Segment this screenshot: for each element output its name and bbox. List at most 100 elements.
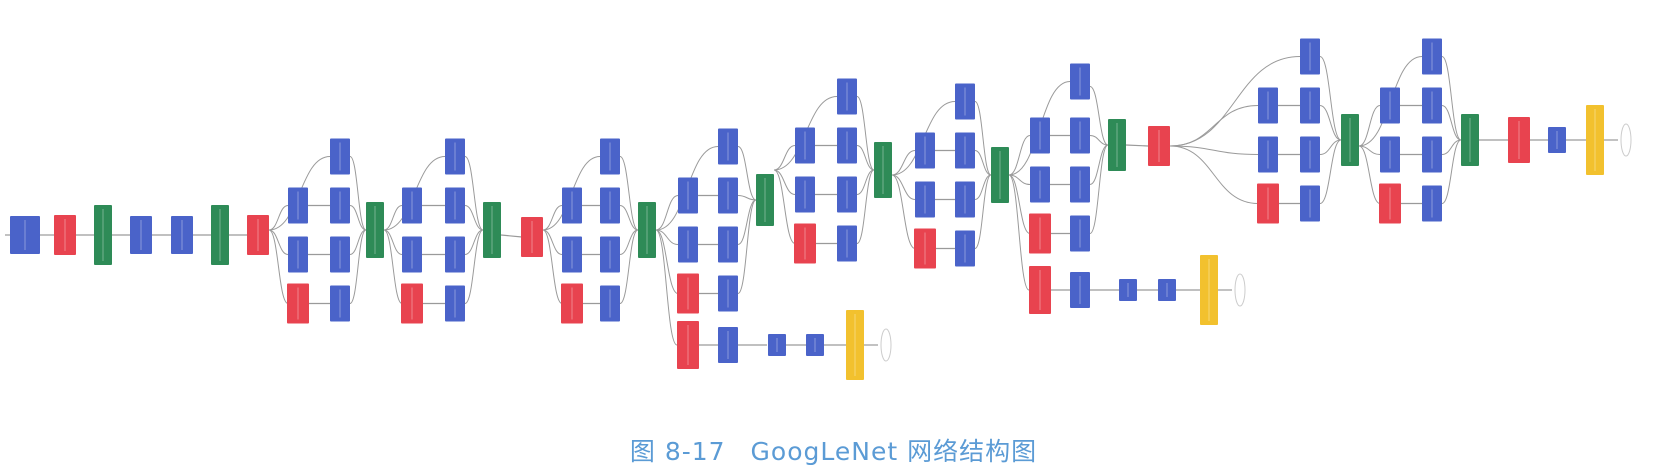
conv-node [1422,185,1442,222]
edge [737,199,757,245]
concat-node [756,174,774,226]
conv-node [915,132,935,169]
edge [891,174,916,200]
conv-node [915,181,935,218]
conv-node [718,128,738,165]
conv-node [445,187,465,224]
output-node [1234,273,1246,307]
edge [1089,144,1109,234]
edge [1008,135,1031,176]
conv-node [1070,272,1090,308]
edge [655,229,679,294]
conv-node [10,216,40,254]
edge [655,195,679,231]
conv-node [1119,279,1137,301]
edge [655,229,678,346]
edge [383,205,403,231]
conv-node [1300,136,1320,173]
edge [619,205,639,231]
conv-node [837,127,857,164]
pool-node [401,283,423,324]
edge [1319,105,1342,141]
conv-node [718,275,738,312]
softmax-node [846,310,864,380]
edge [1089,144,1109,185]
conv-node [837,176,857,213]
conv-node [1548,127,1566,153]
edge [974,101,992,176]
edge [383,229,403,304]
edge [268,205,289,231]
edge [1089,86,1109,146]
figure-caption: 图 8-17 GoogLeNet 网络结构图 [0,432,1667,468]
edge [1169,105,1259,147]
conv-node [445,138,465,175]
conv-node [955,230,975,267]
edge [655,229,679,245]
pool-node [1148,126,1170,166]
conv-node [768,334,786,356]
edge [464,229,484,304]
output-node [880,328,892,362]
edge [542,229,563,304]
conv-node [445,236,465,273]
edge [1358,145,1381,155]
conv-node [795,127,815,164]
conv-node [1422,136,1442,173]
conv-node [562,187,582,224]
conv-node [1380,87,1400,124]
conv-node [1380,136,1400,173]
edge [737,195,757,201]
edge [1169,56,1301,147]
pool-node [521,217,543,257]
pool-node [1029,213,1051,254]
conv-node [718,327,738,363]
edge [1008,174,1030,291]
conv-node [1070,63,1090,100]
conv-node [330,187,350,224]
conv-node [718,226,738,263]
pool-node [677,321,699,369]
edge [1125,144,1149,147]
edge [619,156,639,231]
edge [856,96,875,171]
googlenet-diagram [5,38,1632,380]
edge [349,205,367,231]
conv-node [1070,166,1090,203]
figure-number: 图 8-17 [629,437,726,466]
edge [1441,56,1462,141]
pool-node [677,273,699,314]
edge [891,150,916,176]
output-node [1620,123,1632,157]
edge [349,229,367,304]
concat-node [1461,114,1479,166]
conv-node [445,285,465,322]
conv-node [1258,87,1278,124]
pool-node [1029,266,1051,314]
edge [737,146,757,201]
edge [464,205,484,231]
conv-node [330,138,350,175]
pool-node [287,283,309,324]
conv-node [288,236,308,273]
conv-node [678,226,698,263]
edge [1358,145,1381,204]
pool-node [794,223,816,264]
conv-node [795,176,815,213]
pool-node [1257,183,1279,224]
pool-node [247,215,269,255]
conv-node [1030,166,1050,203]
edge [974,150,992,176]
edge [619,229,639,304]
conv-node [600,285,620,322]
conv-node [171,216,193,254]
edge [1358,105,1381,147]
edge [1169,145,1259,204]
conv-node [330,285,350,322]
edge [1319,56,1342,141]
edge [773,169,796,244]
edge [737,199,757,294]
concat-node [638,202,656,258]
figure-title: GoogLeNet 网络结构图 [750,437,1038,466]
edge [1089,135,1109,146]
